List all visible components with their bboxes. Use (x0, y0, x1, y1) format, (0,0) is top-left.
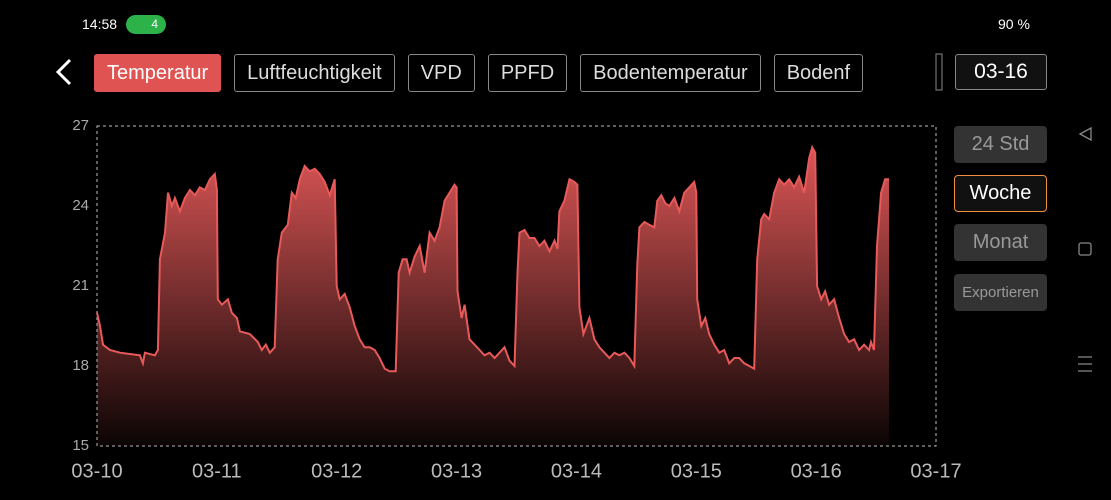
y-tick-label: 18 (72, 357, 89, 374)
tab[interactable]: Luftfeuchtigkeit (234, 54, 395, 92)
area (97, 147, 889, 447)
range-button[interactable]: 24 Std (954, 126, 1047, 163)
x-tick-label: 03-15 (671, 460, 722, 482)
back-button[interactable] (55, 58, 72, 86)
tab[interactable]: VPD (407, 54, 475, 92)
battery: 90 % (998, 16, 1030, 32)
x-tick-label: 03-14 (551, 460, 602, 482)
x-tick-label: 03-17 (910, 460, 961, 482)
y-tick-label: 27 (72, 117, 89, 134)
range-button[interactable]: Monat (954, 224, 1047, 261)
tab[interactable]: Bodentemperatur (580, 54, 761, 92)
tab-bar: Temperatur Luftfeuchtigkeit VPD PPFD Bodente… (94, 54, 942, 92)
status-time: 14:58 (82, 16, 118, 32)
x-tick-label: 03-16 (791, 460, 842, 482)
x-tick-label: 03-12 (311, 460, 362, 482)
range-button[interactable]: Woche (954, 175, 1047, 212)
wifi-badge: 4 (126, 15, 166, 34)
nav-back[interactable] (1078, 126, 1092, 142)
line (96, 144, 889, 373)
nav-home[interactable] (1078, 242, 1092, 256)
y-tick-label: 24 (72, 197, 89, 214)
nav-menu[interactable] (1078, 356, 1092, 372)
tab[interactable]: Temperatur (94, 54, 222, 92)
x-tick-label: 03-11 (192, 460, 242, 482)
x-tick-label: 03-13 (431, 460, 482, 482)
x-tick-label: 03-10 (71, 460, 122, 482)
tab[interactable]: PPFD (487, 54, 568, 92)
export-button[interactable]: Exportieren (954, 274, 1047, 311)
tab-overflow (935, 53, 943, 91)
tab[interactable]: Bodenf (773, 54, 864, 92)
y-tick-label: 15 (72, 437, 89, 454)
date-button[interactable]: 03-16 (955, 54, 1047, 90)
y-tick-label: 21 (72, 277, 89, 294)
